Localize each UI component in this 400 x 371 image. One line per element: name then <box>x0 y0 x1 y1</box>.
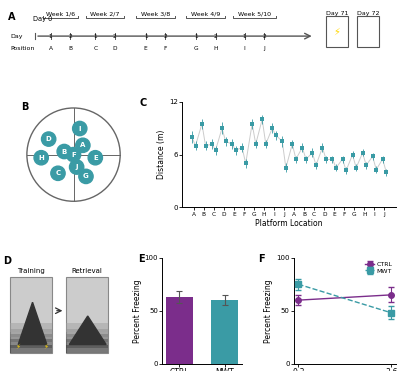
Y-axis label: Distance (m): Distance (m) <box>157 130 166 179</box>
Circle shape <box>42 132 56 146</box>
Text: E: E <box>138 254 145 264</box>
FancyBboxPatch shape <box>10 345 52 353</box>
Text: 2: 2 <box>68 34 72 39</box>
Text: 1: 1 <box>144 34 148 39</box>
Text: J: J <box>263 46 265 51</box>
Text: F: F <box>258 254 265 264</box>
Text: E: E <box>144 46 148 51</box>
Text: A: A <box>49 46 53 51</box>
Circle shape <box>88 151 102 165</box>
Text: B: B <box>68 46 72 51</box>
Text: 2: 2 <box>163 34 167 39</box>
Text: H: H <box>38 155 44 161</box>
Text: A: A <box>80 142 86 148</box>
Text: 1: 1 <box>194 34 198 39</box>
Polygon shape <box>18 302 47 345</box>
Text: F: F <box>164 46 167 51</box>
Text: ⚡: ⚡ <box>16 344 21 350</box>
Text: Day 71: Day 71 <box>326 11 348 16</box>
Text: Week 2/7: Week 2/7 <box>90 11 120 16</box>
Text: 2: 2 <box>214 34 218 39</box>
Text: 1: 1 <box>94 34 97 39</box>
Text: C: C <box>140 98 147 108</box>
Text: B: B <box>21 102 29 112</box>
Circle shape <box>34 151 48 165</box>
FancyBboxPatch shape <box>66 334 108 342</box>
Text: H: H <box>213 46 218 51</box>
Text: 2: 2 <box>113 34 116 39</box>
Text: I: I <box>244 46 246 51</box>
Text: D: D <box>112 46 117 51</box>
Text: G: G <box>83 173 89 180</box>
FancyBboxPatch shape <box>66 339 108 348</box>
Text: D: D <box>3 256 11 266</box>
FancyBboxPatch shape <box>326 16 348 47</box>
Y-axis label: Percent Freezing: Percent Freezing <box>133 279 142 342</box>
Bar <box>211 300 238 364</box>
Text: E: E <box>93 155 98 161</box>
Text: 2: 2 <box>262 34 266 39</box>
Y-axis label: Percent Freezing: Percent Freezing <box>264 279 273 342</box>
X-axis label: Platform Location: Platform Location <box>255 219 323 229</box>
Text: Day 72: Day 72 <box>357 11 379 16</box>
Text: A: A <box>8 12 16 22</box>
Circle shape <box>70 160 84 174</box>
Text: D: D <box>46 136 52 142</box>
FancyBboxPatch shape <box>66 324 108 332</box>
Text: Week 4/9: Week 4/9 <box>191 11 220 16</box>
Circle shape <box>66 148 81 162</box>
Text: 1: 1 <box>243 34 246 39</box>
Circle shape <box>76 138 90 152</box>
Text: Position: Position <box>10 46 34 51</box>
Text: Week 1/6: Week 1/6 <box>46 11 75 16</box>
Legend: CTRL, MWT: CTRL, MWT <box>364 261 393 274</box>
Text: G: G <box>194 46 198 51</box>
FancyBboxPatch shape <box>10 339 52 348</box>
FancyBboxPatch shape <box>357 16 378 47</box>
Text: Week 5/10: Week 5/10 <box>238 11 271 16</box>
Text: C: C <box>56 170 60 176</box>
FancyBboxPatch shape <box>66 329 108 337</box>
Circle shape <box>57 144 71 159</box>
FancyBboxPatch shape <box>10 334 52 342</box>
Text: B: B <box>62 148 67 154</box>
FancyBboxPatch shape <box>66 345 108 353</box>
Text: F: F <box>71 152 76 158</box>
FancyBboxPatch shape <box>66 277 108 353</box>
Text: I: I <box>78 125 81 131</box>
Circle shape <box>72 121 87 136</box>
Text: Week 3/8: Week 3/8 <box>141 11 170 16</box>
Text: 1: 1 <box>49 34 52 39</box>
Text: J: J <box>75 164 78 170</box>
FancyBboxPatch shape <box>10 277 52 353</box>
Text: ⚡: ⚡ <box>43 344 48 350</box>
Circle shape <box>79 169 93 184</box>
FancyBboxPatch shape <box>10 324 52 332</box>
FancyBboxPatch shape <box>10 329 52 337</box>
Text: Day: Day <box>10 34 22 39</box>
Circle shape <box>51 166 65 180</box>
Bar <box>166 297 193 364</box>
Text: Day 0: Day 0 <box>33 16 52 22</box>
Text: C: C <box>93 46 97 51</box>
Polygon shape <box>69 316 106 345</box>
Text: Training: Training <box>17 268 45 275</box>
Text: ⚡: ⚡ <box>333 26 340 36</box>
Text: Retrieval: Retrieval <box>72 268 103 275</box>
